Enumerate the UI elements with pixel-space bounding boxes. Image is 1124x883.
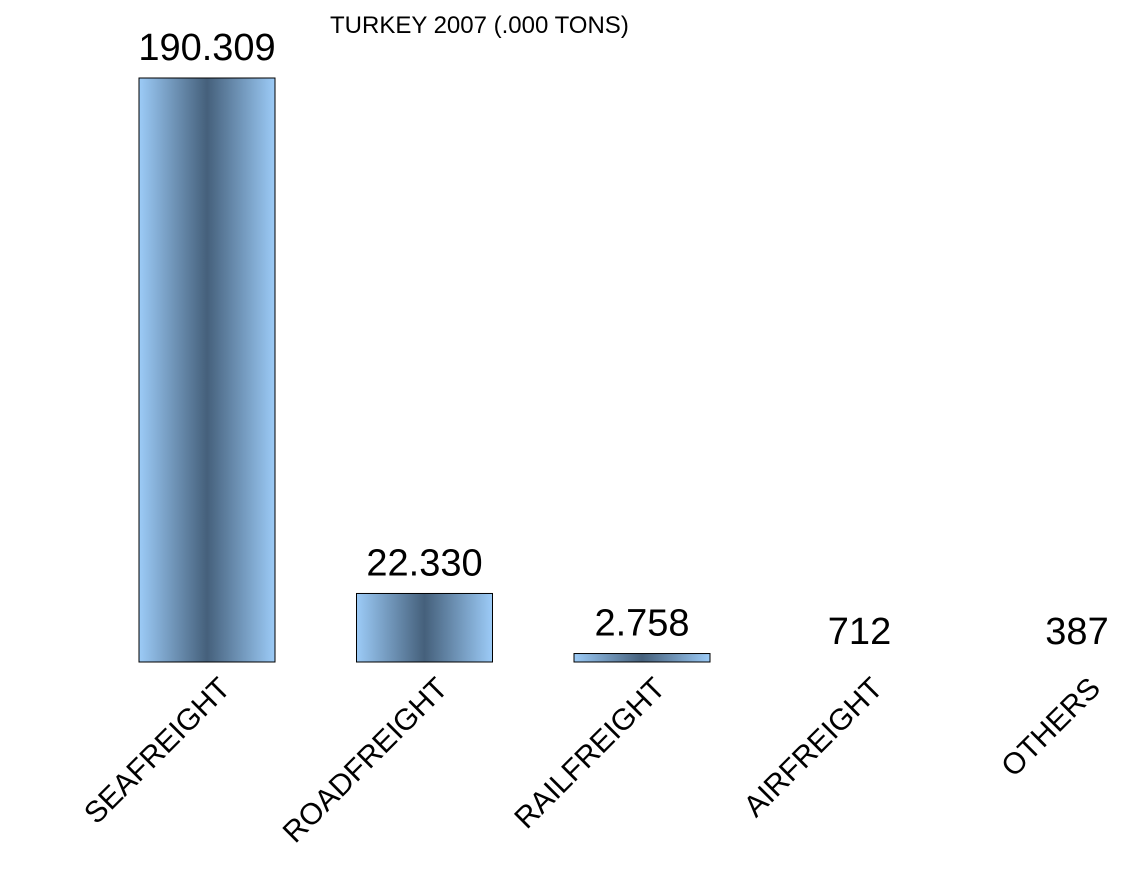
category-label-airfreight: AIRFREIGHT	[738, 672, 890, 824]
value-label-roadfreight: 22.330	[366, 542, 482, 584]
category-label-roadfreight: ROADFREIGHT	[277, 672, 455, 850]
bars-group	[138, 77, 711, 663]
category-label-others: OTHERS	[995, 672, 1107, 784]
category-label-seafreight: SEAFREIGHT	[78, 672, 237, 831]
category-labels-group: SEAFREIGHT ROADFREIGHT RAILFREIGHT AIRFREIG…	[78, 672, 1107, 850]
value-label-railfreight: 2.758	[594, 603, 689, 645]
chart-title: TURKEY 2007 (.000 TONS)	[330, 12, 629, 39]
bar-roadfreight	[356, 592, 493, 663]
value-label-seafreight: 190.309	[138, 27, 275, 69]
category-label-railfreight: RAILFREIGHT	[508, 672, 672, 836]
value-label-others: 387	[1045, 611, 1108, 653]
bar-seafreight	[138, 77, 276, 663]
value-label-airfreight: 712	[828, 611, 891, 653]
bar-railfreight	[573, 653, 711, 663]
value-labels-group: 190.309 22.330 2.758 712 387	[138, 27, 1108, 653]
